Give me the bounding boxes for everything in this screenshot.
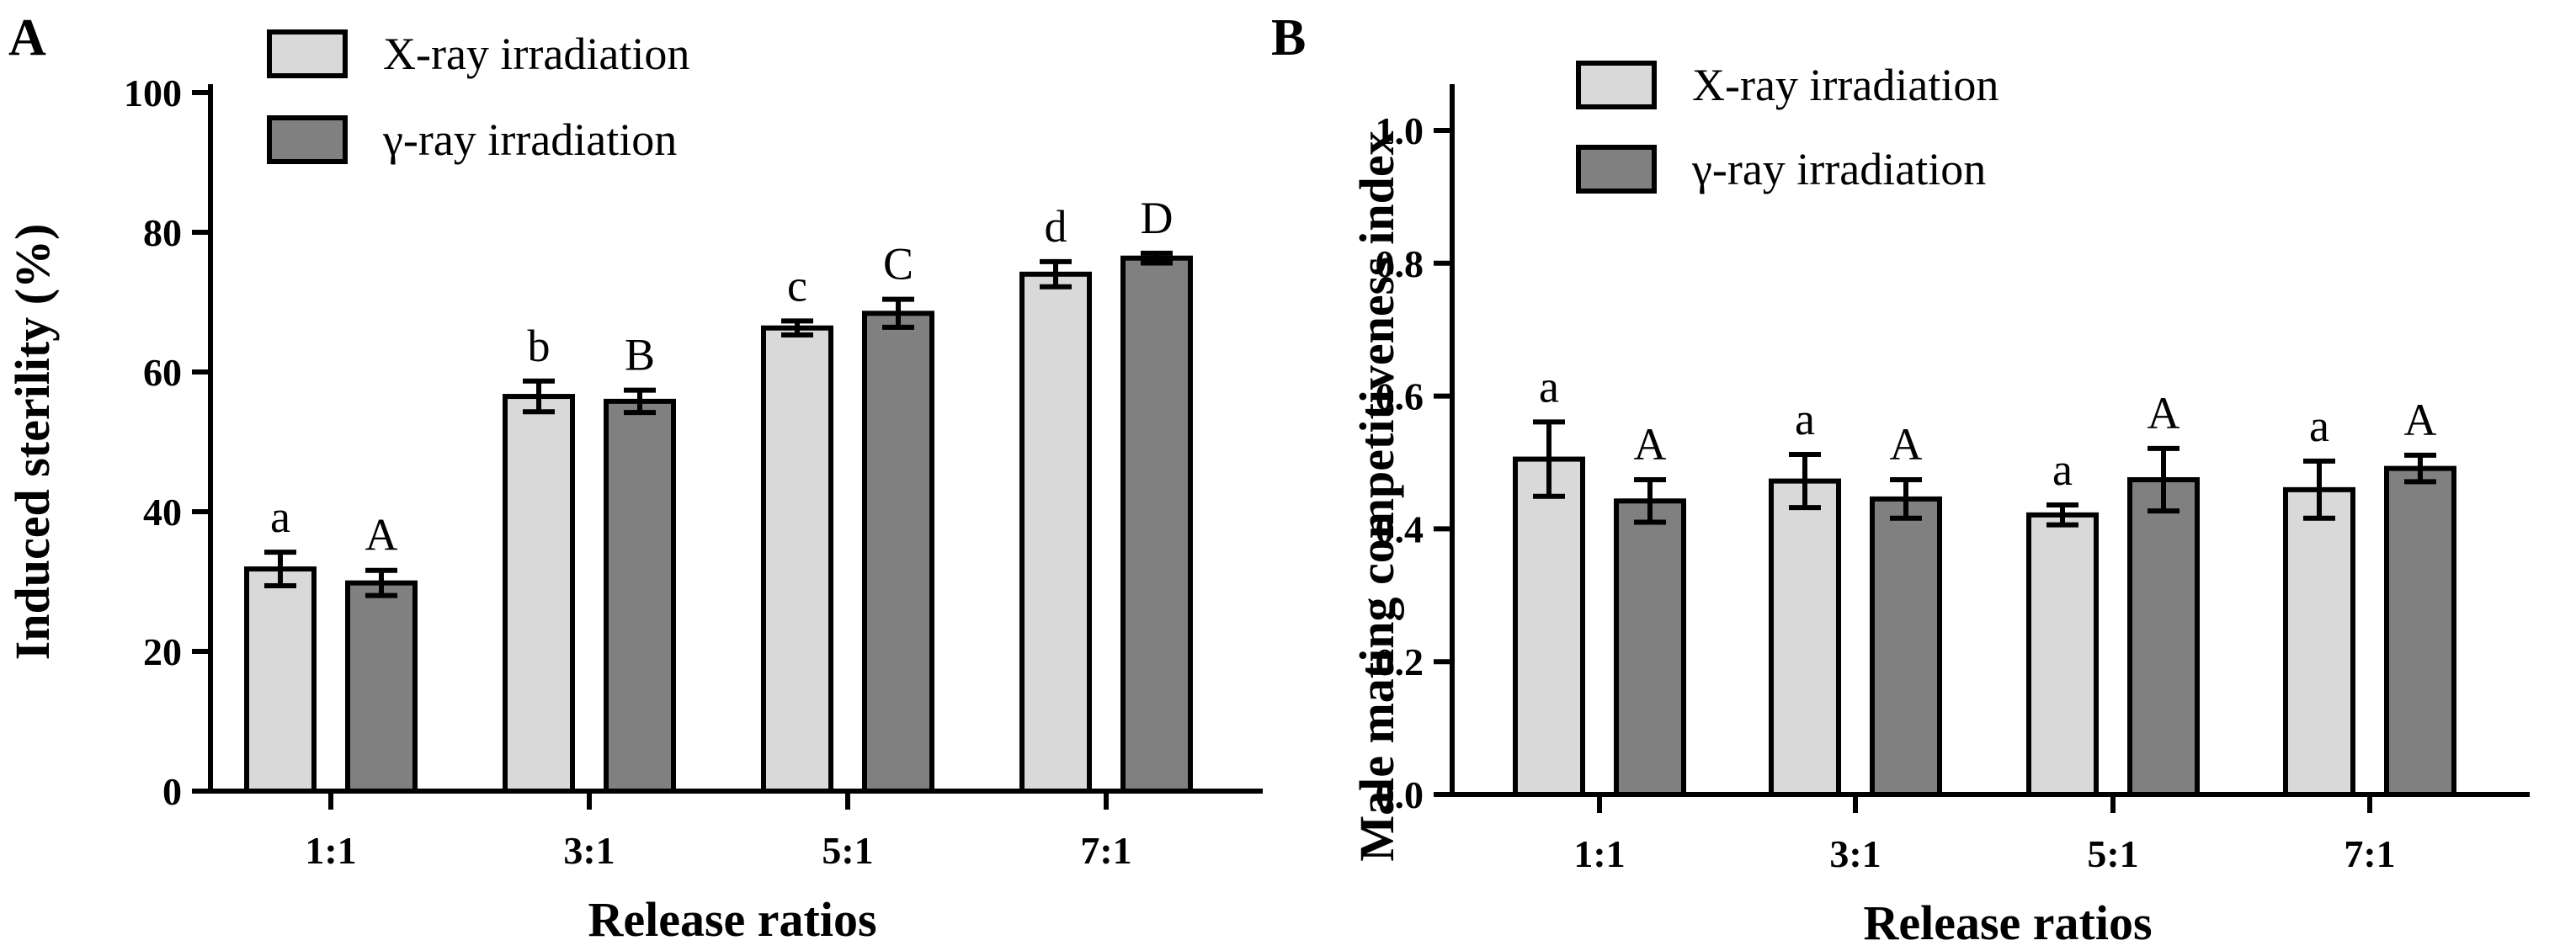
panel-b-bar-xray-7-1 <box>2283 486 2355 797</box>
panel-b-bar-gamma-5-1 <box>2127 477 2200 797</box>
panel-b-significance-label: A <box>1890 419 1923 470</box>
panel-b-legend-swatch-xray <box>1576 61 1657 109</box>
panel-b-chart: B 0.0 0.2 0.4 0.6 0.8 1.0 1:1 3:1 5:1 7:1 Release … <box>1271 9 2530 950</box>
panel-b-legend-label-gamma: γ-ray irradiation <box>1691 144 1986 194</box>
panel-a-significance-label: C <box>883 239 913 290</box>
panel-b-x-tick-label: 7:1 <box>2344 832 2395 875</box>
panel-a-y-axis-title: Induced sterility (%) <box>5 224 60 661</box>
panel-a-bar-xray-5-1 <box>761 325 833 794</box>
panel-a-significance-label: D <box>1141 193 1174 243</box>
panel-a-x-tick-label: 3:1 <box>563 829 615 872</box>
panel-a-chart: A 0 20 40 60 80 100 1:1 3:1 5:1 7:1 Release ratios… <box>5 9 1263 947</box>
panel-b-significance-label: a <box>2309 401 2329 451</box>
panel-b-y-tick-label: 0.4 <box>1376 507 1424 550</box>
panel-a-bar-gamma-3-1 <box>604 398 676 794</box>
panel-b-bar-xray-1-1 <box>1513 456 1585 797</box>
panel-a-bar-gamma-5-1 <box>862 311 934 794</box>
panel-b-x-tick-label: 1:1 <box>1573 832 1625 875</box>
panel-b-bar-xray-3-1 <box>1769 478 1841 797</box>
panel-a-y-tick-label: 100 <box>124 72 182 114</box>
panel-a-bar-xray-1-1 <box>244 566 317 794</box>
panel-b-bar-gamma-1-1 <box>1614 498 1686 798</box>
panel-b-x-tick-label: 3:1 <box>1829 832 1881 875</box>
panel-b-y-tick-label: 1.0 <box>1376 109 1424 152</box>
panel-b-significance-label: A <box>2404 395 2437 445</box>
panel-a-bar-gamma-7-1 <box>1120 255 1193 794</box>
panel-b-significance-label: a <box>2052 444 2073 495</box>
panel-b-y-tick-label: 0.6 <box>1376 375 1424 418</box>
panel-b-x-tick-label: 5:1 <box>2087 832 2138 875</box>
panel-a-significance-label: d <box>1045 201 1067 252</box>
panel-a-significance-label: B <box>625 330 655 380</box>
panel-a-bar-xray-7-1 <box>1019 271 1092 794</box>
panel-a-y-tick-label: 60 <box>143 351 182 394</box>
panel-a-legend-label-xray: X-ray irradiation <box>383 29 689 79</box>
panel-a-bar-gamma-1-1 <box>345 580 418 794</box>
panel-a-letter: A <box>8 9 46 66</box>
panel-a-x-tick-label: 1:1 <box>305 829 356 872</box>
panel-b-significance-label: a <box>1795 394 1815 444</box>
panel-a-legend-label-gamma: γ-ray irradiation <box>382 114 677 165</box>
panel-a-x-tick-label: 5:1 <box>822 829 873 872</box>
panel-b-significance-label: A <box>2148 388 2180 438</box>
panel-a-significance-label: A <box>365 510 398 561</box>
panel-b-bar-gamma-3-1 <box>1870 496 1942 798</box>
panel-b-y-tick-label: 0.8 <box>1376 242 1424 285</box>
panel-b-bar-gamma-7-1 <box>2384 465 2456 797</box>
panel-a-y-tick-label: 80 <box>143 211 182 254</box>
panel-b-significance-label: a <box>1539 361 1559 412</box>
panel-a-legend-swatch-gamma <box>267 115 348 164</box>
panel-a-legend-swatch-xray <box>267 29 348 78</box>
panel-b-legend-label-xray: X-ray irradiation <box>1692 60 1999 110</box>
panel-b-y-tick-label: 0.2 <box>1376 640 1424 683</box>
panel-b-letter: B <box>1271 9 1306 66</box>
panel-a-bar-xray-3-1 <box>503 394 575 794</box>
panel-a-x-axis-title: Release ratios <box>588 892 876 947</box>
panel-a-significance-label: c <box>787 260 807 311</box>
panel-a-y-tick-label: 20 <box>143 630 182 673</box>
panel-a-y-tick-label: 40 <box>143 491 182 534</box>
panel-a-significance-label: a <box>270 491 290 542</box>
panel-a-x-tick-label: 7:1 <box>1080 829 1131 872</box>
panel-b-significance-label: A <box>1634 419 1667 470</box>
panel-a-significance-label: b <box>528 321 551 371</box>
panel-b-x-axis-title: Release ratios <box>1863 895 2152 950</box>
panel-b-y-tick-label: 0.0 <box>1376 773 1424 816</box>
panel-b-legend: X-ray irradiation γ-ray irradiation <box>1576 60 1999 194</box>
panel-b-bar-xray-5-1 <box>2026 512 2099 797</box>
panel-b-y-axis-title: Male mating competitiveness index <box>1349 130 1404 861</box>
panel-b-legend-swatch-gamma <box>1576 145 1657 194</box>
panel-a-legend: X-ray irradiation γ-ray irradiation <box>267 29 689 165</box>
panel-a-y-tick-label: 0 <box>162 770 182 813</box>
